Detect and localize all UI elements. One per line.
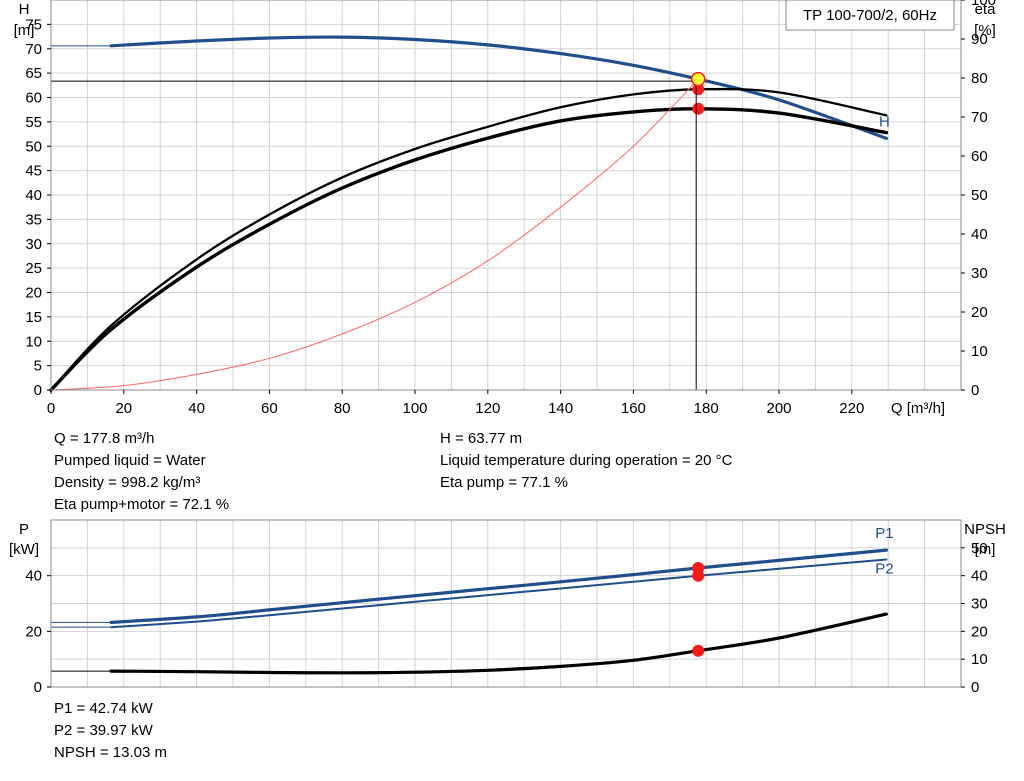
info-eta-pump-motor: Eta pump+motor = 72.1 % [54,496,230,513]
info-liquid: Pumped liquid = Water [54,452,206,469]
y-axis-label: P [19,521,29,538]
x-tick-label: 20 [115,400,132,417]
series-label-p1: P1 [875,525,893,542]
y-tick-label: 5 [34,358,42,375]
y2-tick-label: 100 [971,0,996,9]
y-tick-label: 30 [25,236,42,253]
chart-title: TP 100-700/2, 60Hz [803,7,937,24]
x-tick-label: 120 [475,400,500,417]
bottom-series: P1 P2 [51,525,894,675]
bottom-grid [51,520,961,687]
info-top-right: H = 63.77 m Liquid temperature during op… [440,428,732,494]
y-tick-label: 65 [25,65,42,82]
info-bottom: P1 = 42.74 kW P2 = 39.97 kW NPSH = 13.03… [54,698,167,764]
duty-point-marker [692,562,705,575]
y-tick-label: 45 [25,163,42,180]
y-axis-unit: [kW] [9,541,39,558]
top-ticks: 0 20 40 60 80 100 120 140 160 180 200 2200510152025… [25,0,996,417]
y-tick-label: 75 [25,16,42,33]
y-tick-label: 40 [25,187,42,204]
info-flow: Q = 177.8 m³/h [54,430,155,447]
y2-tick-label: 30 [971,265,988,282]
y2-tick-label: 20 [971,623,988,640]
info-density: Density = 998.2 kg/m³ [54,474,201,491]
y2-tick-label: 90 [971,31,988,48]
x-axis-label: Q [m³/h] [891,400,945,417]
head-efficiency-chart: H 0 20 40 60 80 100 120 140 160 180 200 22005101520… [14,0,997,417]
y-axis-label: H [19,1,30,18]
top-grid [51,0,961,390]
y2-tick-label: 50 [971,540,988,557]
x-tick-label: 180 [694,400,719,417]
duty-point-head [690,71,706,87]
series-line-H [109,35,888,140]
y2-tick-label: 10 [971,343,988,360]
y-tick-label: 10 [25,333,42,350]
x-tick-label: 0 [47,400,55,417]
series-line-P2 [110,558,888,629]
series-line-P1 [109,548,888,624]
y-tick-label: 60 [25,90,42,107]
info-p2: P2 = 39.97 kW [54,722,153,739]
x-tick-label: 160 [621,400,646,417]
y-tick-label: 70 [25,41,42,58]
y2-tick-label: 40 [971,226,988,243]
y2-tick-label: 0 [971,679,979,696]
duty-point-marker [692,102,705,115]
bottom-ticks: 0 20 40 0 10 20 30 40 50 [25,540,987,696]
x-tick-label: 140 [548,400,573,417]
series-line-curve-2 [109,612,888,675]
y2-tick-label: 50 [971,187,988,204]
y-tick-label: 50 [25,138,42,155]
info-npsh: NPSH = 13.03 m [54,744,167,761]
y-tick-label: 0 [34,679,42,696]
y-tick-label: 0 [34,382,42,399]
info-temperature: Liquid temperature during operation = 20… [440,452,733,469]
y-tick-label: 40 [25,568,42,585]
series-label-p2: P2 [875,561,893,578]
x-tick-label: 100 [402,400,427,417]
bottom-plot-frame [50,519,962,688]
series-line-curve-2 [49,107,889,392]
y-tick-label: 20 [25,623,42,640]
info-top-left: Q = 177.8 m³/h Pumped liquid = Water Den… [54,428,229,516]
y2-tick-label: 30 [971,596,988,613]
x-tick-label: 60 [261,400,278,417]
y-axis-unit: [m] [14,22,35,39]
x-tick-label: 40 [188,400,205,417]
y2-tick-label: 20 [971,304,988,321]
info-eta-pump: Eta pump = 77.1 % [440,474,568,491]
series-line-curve-3 [50,78,699,391]
duty-point-marker [692,569,705,582]
x-tick-label: 200 [766,400,791,417]
y-tick-label: 25 [25,260,42,277]
y2-axis-unit: [m] [975,541,996,558]
y2-tick-label: 40 [971,568,988,585]
y-tick-label: 15 [25,309,42,326]
y2-tick-label: 60 [971,148,988,165]
y2-tick-label: 0 [971,382,979,399]
x-tick-label: 80 [334,400,351,417]
y-tick-label: 55 [25,114,42,131]
top-series: H [49,35,890,392]
duty-point-marker [692,644,705,657]
chart-title-box [785,0,955,31]
y2-tick-label: 10 [971,651,988,668]
info-head: H = 63.77 m [440,430,523,447]
info-p1: P1 = 42.74 kW [54,700,153,717]
y2-tick-label: 80 [971,70,988,87]
series-line-curve-1 [49,87,888,392]
top-marks [51,71,706,390]
y-tick-label: 35 [25,211,42,228]
series-label-h: H [879,113,890,130]
bottom-marks [692,562,705,657]
y2-axis-label: eta [975,1,997,18]
x-tick-label: 220 [839,400,864,417]
y2-axis-label: NPSH [964,521,1006,538]
y2-tick-label: 70 [971,109,988,126]
y2-axis-unit: [%] [974,22,996,39]
y-tick-label: 20 [25,285,42,302]
